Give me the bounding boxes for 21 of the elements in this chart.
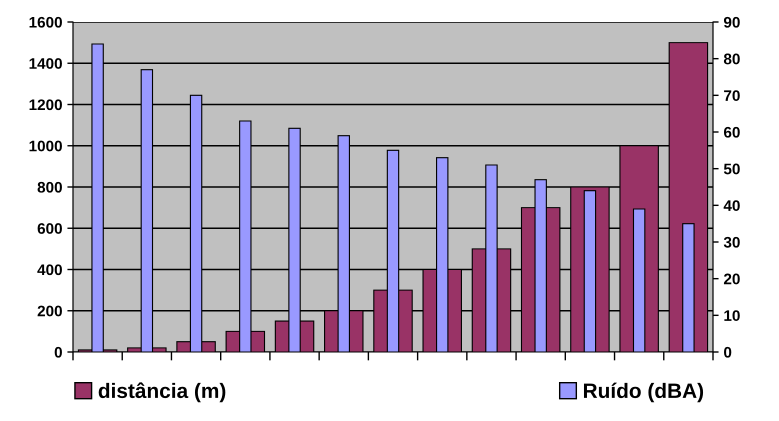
y-tick-label: 1400: [30, 58, 62, 69]
y2-tick-label: 0: [724, 346, 732, 358]
legend-label: Ruído (dBA): [584, 382, 704, 402]
y-tick-label: 0: [54, 346, 62, 358]
y2-tick-label: 40: [724, 200, 740, 212]
y-tick-label: 1600: [30, 16, 62, 28]
y-tick-label: 600: [38, 223, 62, 234]
y-tick-label: 200: [38, 306, 62, 316]
y-tick-label: 800: [38, 182, 62, 193]
legend-label: distância (m): [98, 382, 226, 402]
y2-tick-label: 90: [724, 16, 740, 28]
y2-tick-label: 20: [724, 274, 740, 284]
y-tick-label: 1200: [30, 99, 62, 110]
y2-tick-label: 80: [724, 54, 740, 64]
y2-tick-label: 50: [724, 164, 740, 174]
y-tick-label: 400: [37, 264, 62, 276]
y2-tick-label: 60: [724, 126, 740, 138]
y2-tick-label: 70: [724, 90, 740, 102]
y2-tick-label: 10: [724, 310, 740, 322]
y-tick-label: 1000: [30, 140, 62, 152]
y2-tick-label: 30: [724, 236, 740, 248]
